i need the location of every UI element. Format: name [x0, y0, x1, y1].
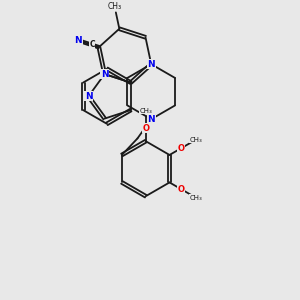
Text: O: O: [177, 144, 184, 153]
Text: CH₃: CH₃: [190, 137, 202, 143]
Text: CH₃: CH₃: [139, 108, 152, 114]
Text: N: N: [85, 92, 92, 101]
Text: O: O: [142, 124, 149, 133]
Text: N: N: [75, 36, 82, 45]
Text: N: N: [147, 60, 155, 69]
Text: C: C: [89, 40, 95, 50]
Text: N: N: [147, 115, 155, 124]
Text: O: O: [177, 184, 184, 194]
Text: CH₃: CH₃: [107, 2, 122, 11]
Text: N: N: [101, 70, 108, 79]
Text: CH₃: CH₃: [190, 195, 202, 201]
